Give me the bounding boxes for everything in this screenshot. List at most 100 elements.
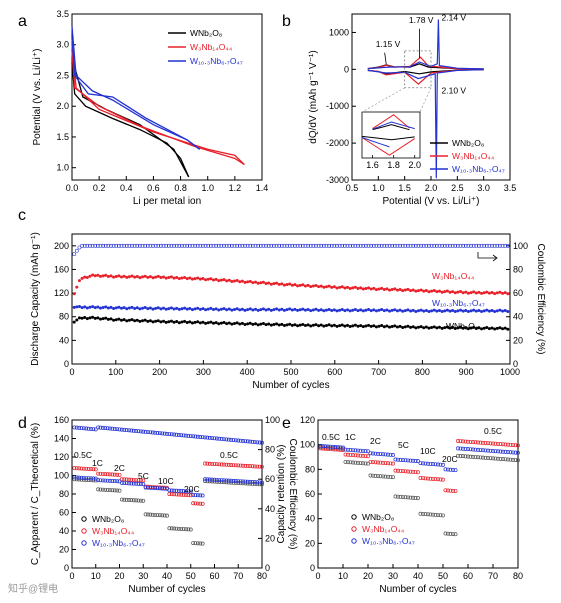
data-point — [351, 286, 355, 290]
data-point — [401, 309, 405, 313]
data-point — [232, 321, 236, 325]
data-point — [125, 307, 129, 311]
data-point — [225, 322, 229, 326]
x-tick-label-c: 700 — [371, 367, 386, 377]
data-point — [358, 453, 363, 458]
data-point — [167, 276, 171, 280]
data-point — [127, 477, 131, 482]
data-point — [446, 531, 450, 536]
data-point — [403, 495, 408, 500]
data-point — [495, 326, 499, 330]
data-point — [348, 452, 353, 457]
y-right-tick-label-d: 0 — [265, 563, 270, 573]
data-point — [408, 458, 413, 463]
data-point — [257, 440, 262, 445]
y-right-axis-label-c: Coulombic Efficiency (%) — [535, 244, 546, 355]
data-point — [188, 489, 193, 494]
data-point — [472, 325, 476, 329]
data-point — [119, 427, 124, 432]
data-point — [301, 322, 305, 326]
data-point — [461, 291, 465, 295]
data-point — [301, 283, 305, 287]
data-point — [421, 461, 425, 466]
data-point — [369, 287, 373, 291]
data-point — [508, 450, 513, 455]
data-point — [363, 449, 368, 454]
data-point — [411, 308, 415, 312]
data-point — [131, 477, 136, 482]
data-point — [293, 243, 297, 248]
data-point — [296, 324, 300, 328]
data-point — [90, 243, 95, 248]
data-point — [165, 513, 169, 518]
data-point — [495, 291, 499, 295]
data-point — [214, 277, 218, 281]
data-point — [230, 322, 234, 326]
data-point — [441, 462, 445, 467]
data-point — [438, 513, 443, 518]
data-point — [232, 279, 236, 283]
data-point — [177, 321, 181, 325]
panel-d: d0 10 20 30 40 50 60 70 80020406080100120140160N… — [18, 415, 298, 595]
data-point — [205, 435, 210, 440]
data-point — [133, 275, 137, 279]
data-point — [219, 436, 224, 441]
data-point — [182, 243, 187, 248]
data-point — [516, 458, 520, 463]
data-point — [269, 323, 273, 327]
legend-marker-e — [351, 538, 357, 544]
data-point — [200, 541, 205, 546]
data-point — [251, 281, 255, 285]
panel-letter-e: e — [282, 415, 291, 432]
data-point — [122, 274, 126, 278]
data-point — [341, 445, 345, 450]
data-point — [117, 427, 122, 432]
data-point — [491, 449, 495, 453]
data-point — [388, 475, 393, 479]
data-point — [383, 452, 388, 457]
data-point — [119, 497, 124, 502]
data-point — [240, 321, 244, 325]
data-point — [141, 478, 146, 483]
legend-label-d: W₁₀.₃Nb₆.₇O₄₇ — [92, 538, 145, 548]
data-point — [108, 472, 112, 477]
data-point — [318, 446, 323, 451]
data-point — [488, 448, 493, 453]
data-point — [169, 432, 174, 437]
data-point — [409, 309, 413, 313]
data-point — [443, 290, 447, 294]
data-point — [254, 322, 258, 326]
data-point — [157, 513, 162, 518]
panel-letter-a: a — [18, 13, 27, 30]
y-tick-label-b: 1000 — [329, 27, 349, 37]
data-point — [443, 467, 448, 472]
data-point — [224, 462, 229, 467]
y-tick-label-e: 20 — [305, 538, 315, 548]
data-point — [233, 438, 238, 443]
y-tick-label-d: 100 — [54, 471, 69, 481]
data-point — [224, 478, 229, 483]
data-point — [245, 439, 250, 444]
data-point — [414, 309, 418, 313]
data-point — [129, 498, 134, 503]
data-point — [413, 458, 418, 463]
data-point — [416, 459, 420, 464]
data-point — [72, 292, 76, 296]
data-point — [451, 532, 455, 536]
data-point — [131, 498, 136, 503]
data-point — [198, 493, 203, 498]
y-tick-label-d: 20 — [59, 545, 69, 555]
data-point — [440, 326, 444, 330]
data-point — [184, 489, 188, 494]
y-tick-label-b: -2000 — [326, 138, 349, 148]
data-point — [498, 456, 503, 461]
data-point — [169, 306, 173, 310]
data-point — [335, 243, 339, 248]
data-point — [209, 277, 213, 281]
x-axis-label-d: Number of cycles — [128, 584, 205, 595]
data-point — [79, 426, 84, 431]
data-point — [481, 440, 485, 445]
data-point — [441, 513, 445, 518]
data-point — [274, 243, 279, 248]
data-point — [275, 322, 279, 326]
